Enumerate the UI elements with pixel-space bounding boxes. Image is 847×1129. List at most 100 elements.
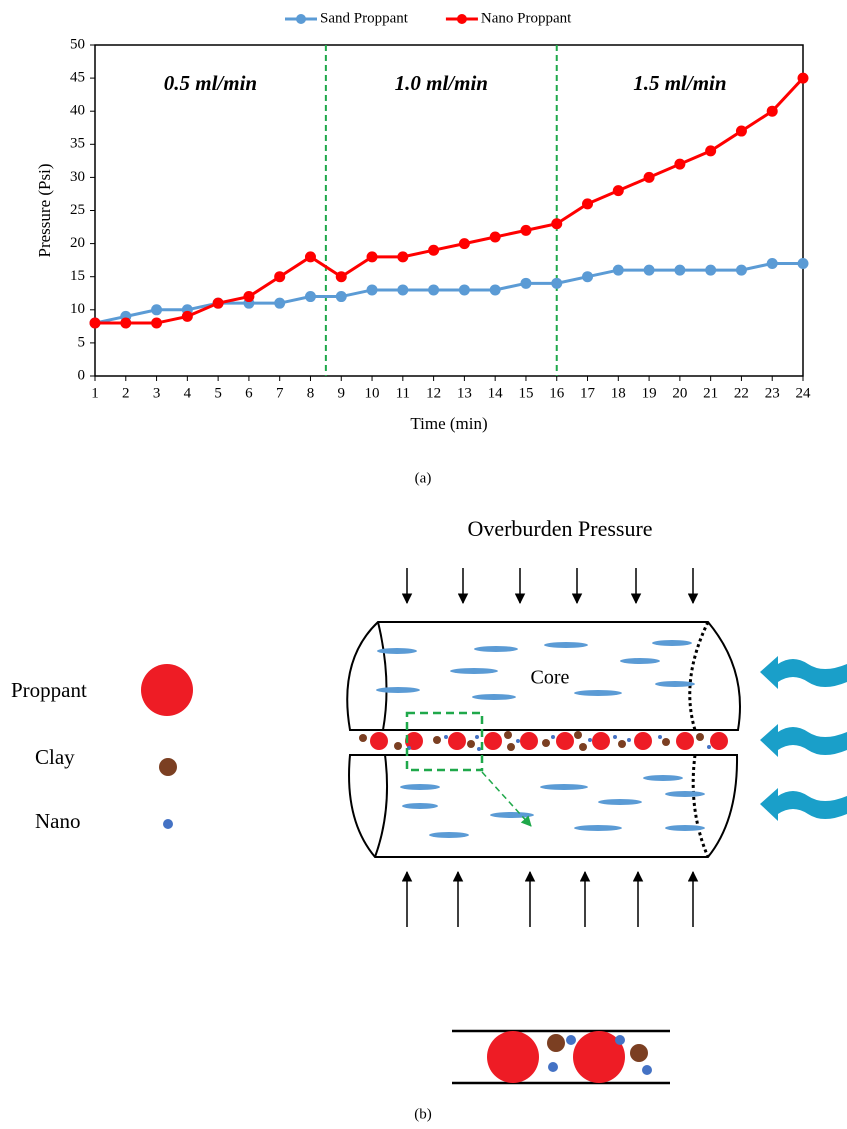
y-tick-label: 5 xyxy=(78,334,86,350)
data-point xyxy=(304,251,316,263)
zoom-view xyxy=(452,1029,670,1085)
data-point xyxy=(458,284,470,296)
x-tick-label: 11 xyxy=(396,385,410,401)
data-point xyxy=(551,277,563,289)
legend-marker xyxy=(296,14,306,24)
x-tick-label: 17 xyxy=(580,385,596,401)
y-tick-label: 35 xyxy=(70,136,85,152)
data-point xyxy=(212,297,224,309)
legend-icon xyxy=(159,758,177,776)
data-point xyxy=(612,185,624,197)
data-point xyxy=(705,264,717,276)
legend-label: Clay xyxy=(35,745,75,769)
x-tick-label: 2 xyxy=(122,385,130,401)
core-outline xyxy=(346,621,741,858)
y-tick-label: 0 xyxy=(78,367,86,383)
legend-icon xyxy=(141,664,193,716)
x-tick-label: 13 xyxy=(457,385,472,401)
data-point xyxy=(520,277,532,289)
data-point xyxy=(797,72,809,84)
x-tick-label: 7 xyxy=(276,385,284,401)
rate-label: 0.5 ml/min xyxy=(164,71,257,95)
rate-label: 1.0 ml/min xyxy=(395,71,488,95)
x-tick-label: 22 xyxy=(734,385,749,401)
data-point xyxy=(304,291,316,303)
data-point xyxy=(428,244,440,256)
rate-label: 1.5 ml/min xyxy=(633,71,726,95)
series-line xyxy=(94,261,803,325)
data-point xyxy=(797,257,809,269)
diagram: Overburden Pressure Core xyxy=(11,516,847,1085)
data-point xyxy=(335,291,347,303)
x-tick-label: 3 xyxy=(153,385,161,401)
data-point xyxy=(735,264,747,276)
data-point xyxy=(643,264,655,276)
data-point xyxy=(120,317,132,329)
x-tick-label: 23 xyxy=(765,385,780,401)
core-label: Core xyxy=(531,667,570,689)
data-point xyxy=(489,231,501,243)
data-point xyxy=(151,304,163,316)
y-tick-label: 20 xyxy=(70,235,85,251)
x-tick-label: 21 xyxy=(703,385,718,401)
data-point xyxy=(582,198,594,210)
data-point xyxy=(397,251,409,263)
y-tick-label: 15 xyxy=(70,268,85,284)
data-point xyxy=(89,317,101,329)
x-tick-label: 8 xyxy=(307,385,315,401)
fracture-particles xyxy=(359,731,728,751)
legend-label: Proppant xyxy=(11,678,87,702)
y-tick-label: 40 xyxy=(70,103,85,119)
data-point xyxy=(489,284,501,296)
x-tick-label: 24 xyxy=(796,385,812,401)
flow-arrows xyxy=(760,656,847,821)
data-point xyxy=(766,257,778,269)
overburden-label: Overburden Pressure xyxy=(467,516,652,541)
data-point xyxy=(735,125,747,137)
data-point xyxy=(612,264,624,276)
x-tick-label: 10 xyxy=(365,385,380,401)
x-tick-label: 6 xyxy=(245,385,253,401)
caption: (a) xyxy=(415,470,432,486)
data-point xyxy=(366,284,378,296)
data-point xyxy=(243,291,255,303)
x-tick-label: 15 xyxy=(518,385,533,401)
x-axis-label: Time (min) xyxy=(410,414,487,433)
data-point xyxy=(582,271,594,283)
data-point xyxy=(520,224,532,236)
data-point xyxy=(428,284,440,296)
data-point xyxy=(181,310,193,322)
data-point xyxy=(766,105,778,117)
data-point xyxy=(674,158,686,170)
y-tick-label: 45 xyxy=(70,70,85,86)
legend-icon xyxy=(163,819,173,829)
legend-label: Nano Proppant xyxy=(481,10,572,26)
data-point xyxy=(643,171,655,183)
legend-label: Sand Proppant xyxy=(320,10,409,26)
data-point xyxy=(458,238,470,250)
x-tick-label: 16 xyxy=(549,385,565,401)
caption: (b) xyxy=(414,1106,432,1122)
data-point xyxy=(274,297,286,309)
data-point xyxy=(674,264,686,276)
x-tick-label: 9 xyxy=(338,385,346,401)
y-tick-label: 50 xyxy=(70,36,85,52)
core-grains xyxy=(376,640,705,838)
down-arrows xyxy=(401,568,699,605)
data-point xyxy=(366,251,378,263)
data-point xyxy=(551,218,563,230)
data-point xyxy=(397,284,409,296)
y-tick-label: 30 xyxy=(70,169,85,185)
legend-marker xyxy=(456,14,467,24)
y-tick-label: 25 xyxy=(70,202,85,218)
series-line xyxy=(95,77,805,325)
data-point xyxy=(274,271,286,283)
x-tick-label: 14 xyxy=(488,385,504,401)
x-tick-label: 20 xyxy=(672,385,687,401)
y-axis-label: Pressure (Psi) xyxy=(35,164,54,258)
x-tick-label: 1 xyxy=(91,385,99,401)
zoom-arrow xyxy=(481,771,532,827)
